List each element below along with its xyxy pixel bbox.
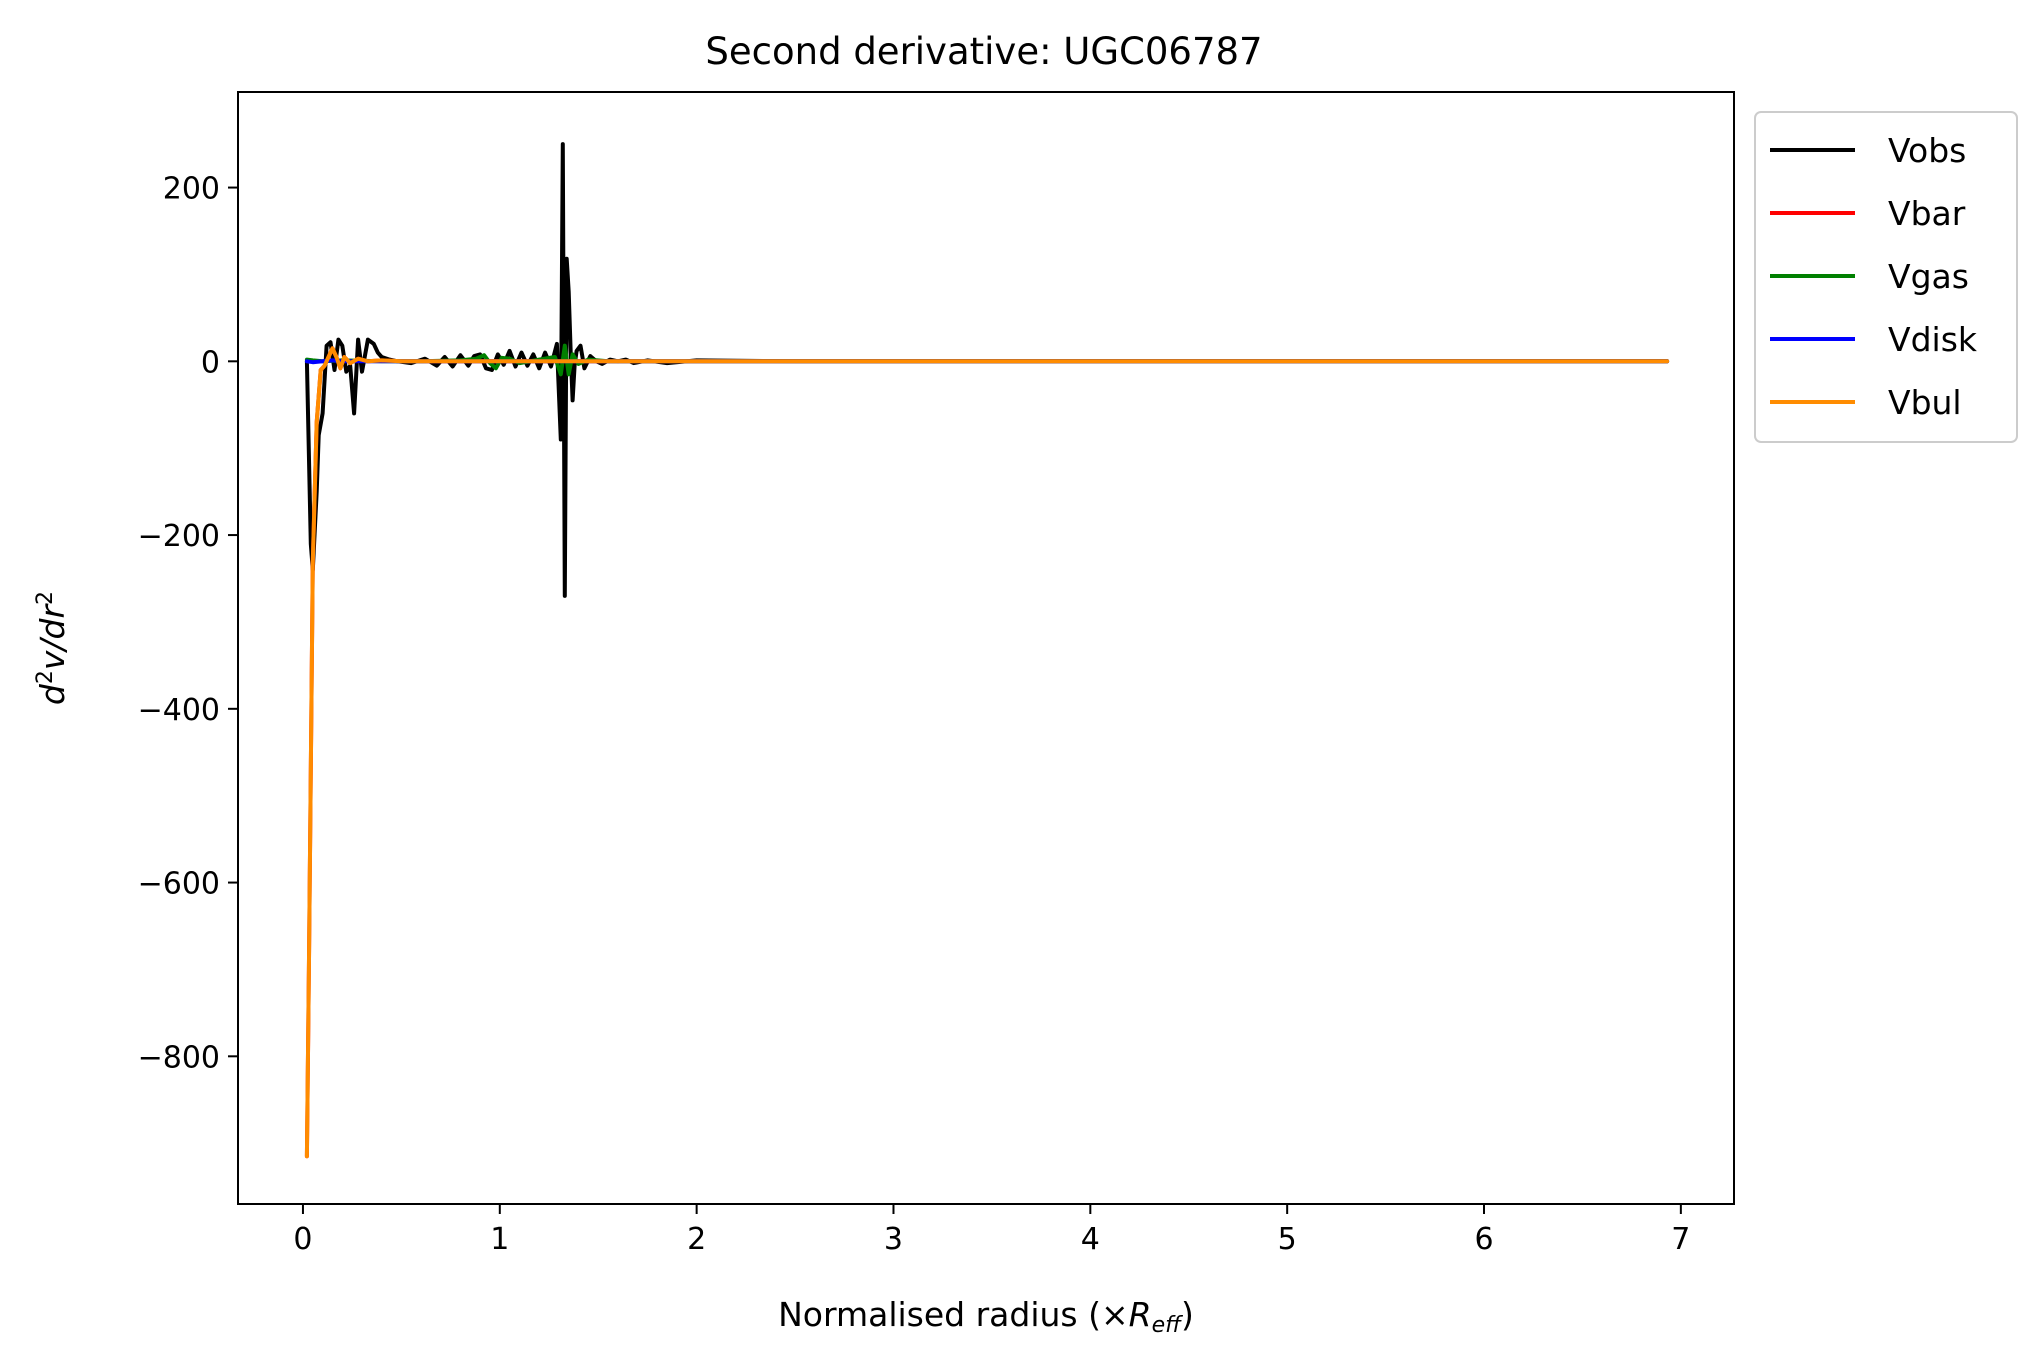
- x-tick-label: 2: [687, 1222, 706, 1257]
- y-tick-label: 0: [201, 345, 220, 380]
- x-tick-label: 3: [884, 1222, 903, 1257]
- plot-area: [237, 91, 1735, 1205]
- x-tick-label: 1: [490, 1222, 509, 1257]
- y-tick-label: −600: [138, 867, 220, 902]
- x-tick-label: 0: [293, 1222, 312, 1257]
- legend-label-vdisk: Vdisk: [1888, 320, 1978, 359]
- y-tick-label: −200: [138, 519, 220, 554]
- chart-title: Second derivative: UGC06787: [705, 30, 1262, 73]
- y-tick-label: −400: [138, 693, 220, 728]
- y-tick-label: 200: [163, 172, 220, 207]
- y-axis-ticks: 200 0 −200 −400 −600 −800: [138, 172, 238, 1075]
- x-tick-label: 6: [1474, 1222, 1493, 1257]
- series-line-vbul: [304, 346, 1670, 1159]
- legend-label-vobs: Vobs: [1888, 131, 1966, 170]
- legend-label-vbar: Vbar: [1888, 194, 1966, 233]
- x-axis-ticks: 0 1 2 3 4 5 6 7: [293, 1204, 1690, 1257]
- plot-frame: [238, 92, 1734, 1204]
- series-group: [304, 142, 1670, 1159]
- legend-entries: Vobs Vbar Vgas Vdisk Vbul: [1770, 131, 1978, 422]
- legend-box: [1754, 111, 2018, 443]
- y-axis-label: d2v/dr2: [33, 591, 72, 705]
- x-axis-label: Normalised radius (×Reff): [778, 1295, 1194, 1338]
- legend-label-vbul: Vbul: [1888, 383, 1962, 422]
- y-tick-label: −800: [138, 1040, 220, 1075]
- plot-border: [237, 91, 1735, 1205]
- legend-label-vgas: Vgas: [1888, 257, 1969, 296]
- x-tick-label: 4: [1081, 1222, 1100, 1257]
- x-tick-label: 5: [1278, 1222, 1297, 1257]
- legend: Vobs Vbar Vgas Vdisk Vbul: [1754, 111, 2018, 443]
- x-tick-label: 7: [1671, 1222, 1690, 1257]
